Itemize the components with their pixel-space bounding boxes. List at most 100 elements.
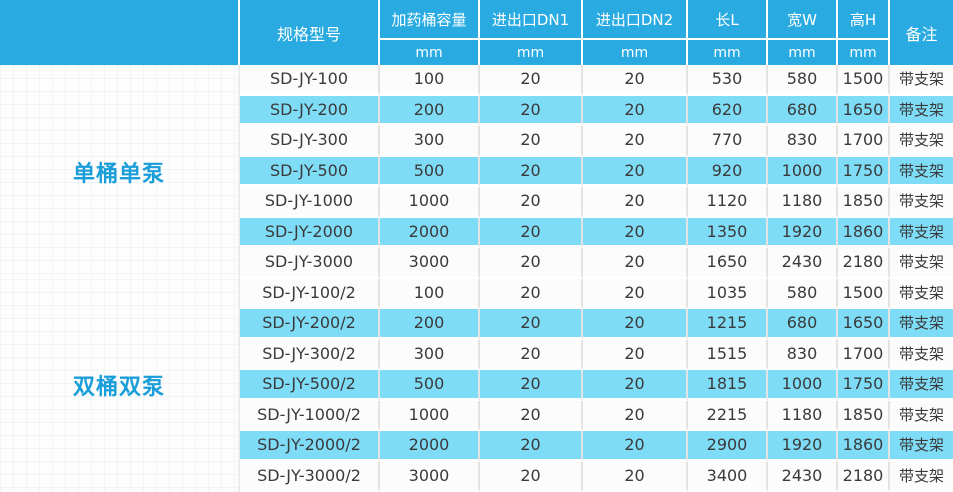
cell-dn1: 20 [480,370,583,401]
cell-model: SD-JY-2000/2 [240,431,380,462]
cell-model: SD-JY-3000/2 [240,461,380,492]
cell-height: 1750 [838,370,890,401]
cell-width: 1920 [768,431,838,462]
cell-capacity: 1000 [380,187,480,218]
cell-width: 1000 [768,370,838,401]
cell-height: 2180 [838,248,890,279]
header-dn1: 进出口DN1 [480,0,583,40]
cell-dn2: 20 [583,339,688,370]
cell-height: 1860 [838,431,890,462]
cell-capacity: 100 [380,65,480,96]
cell-length: 1350 [688,217,768,248]
cell-dn2: 20 [583,156,688,187]
cell-remark: 带支架 [890,65,953,96]
cell-width: 1180 [768,400,838,431]
group-label-0: 单桶单泵 [0,65,240,279]
cell-remark: 带支架 [890,339,953,370]
cell-height: 1700 [838,339,890,370]
cell-height: 1500 [838,278,890,309]
cell-capacity: 200 [380,95,480,126]
cell-dn1: 20 [480,217,583,248]
cell-remark: 带支架 [890,126,953,157]
cell-length: 770 [688,126,768,157]
cell-width: 830 [768,126,838,157]
cell-dn1: 20 [480,461,583,492]
cell-model: SD-JY-200/2 [240,309,380,340]
cell-model: SD-JY-1000/2 [240,400,380,431]
cell-capacity: 100 [380,278,480,309]
cell-dn1: 20 [480,126,583,157]
cell-height: 1750 [838,156,890,187]
header-model: 规格型号 [240,0,380,65]
unit-height: mm [838,40,890,65]
cell-dn1: 20 [480,95,583,126]
cell-dn2: 20 [583,400,688,431]
cell-width: 680 [768,309,838,340]
cell-width: 830 [768,339,838,370]
unit-length: mm [688,40,768,65]
cell-remark: 带支架 [890,156,953,187]
cell-capacity: 1000 [380,400,480,431]
cell-model: SD-JY-300/2 [240,339,380,370]
cell-height: 1700 [838,126,890,157]
cell-length: 1035 [688,278,768,309]
cell-length: 1215 [688,309,768,340]
cell-dn2: 20 [583,461,688,492]
cell-model: SD-JY-2000 [240,217,380,248]
cell-length: 2215 [688,400,768,431]
cell-dn1: 20 [480,156,583,187]
cell-dn1: 20 [480,309,583,340]
unit-dn1: mm [480,40,583,65]
cell-length: 1120 [688,187,768,218]
cell-remark: 带支架 [890,278,953,309]
cell-dn1: 20 [480,65,583,96]
cell-width: 1920 [768,217,838,248]
cell-dn2: 20 [583,309,688,340]
cell-dn2: 20 [583,95,688,126]
cell-remark: 带支架 [890,217,953,248]
cell-length: 1515 [688,339,768,370]
cell-dn2: 20 [583,248,688,279]
cell-capacity: 3000 [380,461,480,492]
unit-capacity: mm [380,40,480,65]
cell-width: 1180 [768,187,838,218]
cell-remark: 带支架 [890,248,953,279]
cell-model: SD-JY-3000 [240,248,380,279]
cell-capacity: 500 [380,156,480,187]
cell-width: 1000 [768,156,838,187]
unit-dn2: mm [583,40,688,65]
header-width: 宽W [768,0,838,40]
header-dn2: 进出口DN2 [583,0,688,40]
cell-capacity: 2000 [380,431,480,462]
cell-height: 2180 [838,461,890,492]
cell-capacity: 300 [380,126,480,157]
cell-remark: 带支架 [890,95,953,126]
cell-height: 1650 [838,95,890,126]
cell-dn2: 20 [583,187,688,218]
cell-capacity: 500 [380,370,480,401]
cell-remark: 带支架 [890,309,953,340]
cell-dn2: 20 [583,370,688,401]
cell-model: SD-JY-100/2 [240,278,380,309]
cell-length: 3400 [688,461,768,492]
cell-remark: 带支架 [890,461,953,492]
cell-width: 580 [768,65,838,96]
cell-length: 920 [688,156,768,187]
cell-length: 1815 [688,370,768,401]
cell-model: SD-JY-500 [240,156,380,187]
cell-capacity: 3000 [380,248,480,279]
cell-dn2: 20 [583,431,688,462]
cell-height: 1650 [838,309,890,340]
header-capacity: 加药桶容量 [380,0,480,40]
cell-dn2: 20 [583,217,688,248]
cell-model: SD-JY-500/2 [240,370,380,401]
cell-length: 1650 [688,248,768,279]
group-label-1: 双桶双泵 [0,278,240,492]
cell-model: SD-JY-100 [240,65,380,96]
header-remark: 备注 [890,0,953,65]
cell-model: SD-JY-300 [240,126,380,157]
cell-dn2: 20 [583,126,688,157]
cell-dn2: 20 [583,65,688,96]
cell-remark: 带支架 [890,187,953,218]
